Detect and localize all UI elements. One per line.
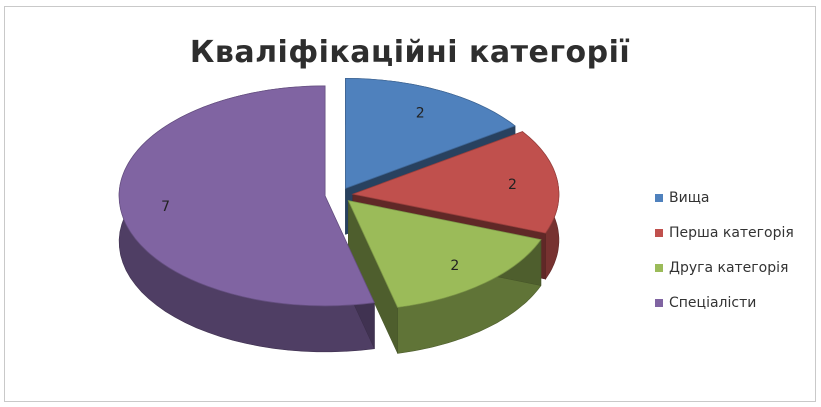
chart-title: Кваліфікаційні категорії (189, 35, 631, 70)
data-label-2: 2 (508, 177, 517, 193)
legend-swatch (655, 264, 663, 272)
legend-swatch (655, 194, 663, 202)
pie-slice-2 (351, 131, 560, 234)
legend-item-persha: Перша категорія (655, 222, 794, 244)
data-label-3: 2 (450, 258, 459, 274)
chart-legend: Вища Перша категорія Друга категорія Спе… (655, 187, 794, 327)
legend-swatch (655, 229, 663, 237)
legend-item-druha: Друга категорія (655, 257, 794, 279)
legend-item-spetsialisty: Спеціалісти (655, 292, 794, 314)
chart-area: Кваліфікаційні категорії 2 2 2 7 Вища Перша… (4, 6, 816, 402)
pie-chart: 2 2 2 7 (118, 77, 560, 354)
legend-label: Спеціалісти (669, 295, 757, 311)
pie-data-labels: 2 2 2 7 (161, 106, 517, 274)
legend-swatch (655, 299, 663, 307)
legend-label: Друга категорія (669, 260, 789, 276)
pie-slice-1 (345, 77, 516, 189)
pie-tops (118, 77, 560, 308)
data-label-4: 7 (161, 199, 170, 215)
legend-label: Вища (669, 190, 710, 206)
pie-slice-4 (118, 85, 375, 307)
legend-item-vyshcha: Вища (655, 187, 794, 209)
data-label-1: 2 (416, 106, 425, 122)
pie-slice-3 (347, 200, 542, 308)
legend-label: Перша категорія (669, 225, 794, 241)
